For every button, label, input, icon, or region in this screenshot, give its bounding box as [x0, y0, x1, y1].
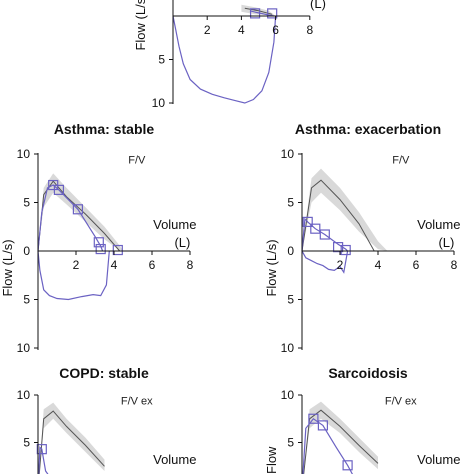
y-tick-label: 5 [287, 196, 294, 210]
y-axis-label: Flow [264, 446, 279, 474]
measured-point [112, 244, 123, 256]
y-tick-label: 5 [287, 293, 294, 307]
y-tick-label: 10 [17, 147, 31, 161]
x-tick-label: 4 [238, 23, 245, 37]
x-axis-label: Volume [153, 217, 196, 232]
predicted-line [301, 179, 375, 252]
measured-point [308, 413, 319, 424]
curve-tag: F/V [128, 155, 146, 167]
chart-panel-0: 2 4 6 8 5 10 Flow (L/s) (L) [133, 0, 326, 110]
measured-point [317, 420, 328, 431]
x-tick-label: 6 [149, 258, 156, 272]
x-tick-label: 4 [375, 258, 382, 272]
measured-point [36, 444, 47, 455]
measured-point [342, 460, 353, 471]
measured-point [340, 244, 351, 256]
x-tick-label: 8 [451, 258, 458, 272]
x-tick-label: 6 [413, 258, 420, 272]
inspiratory-curve [172, 15, 277, 104]
measured-point [319, 229, 330, 240]
predicted-band [303, 401, 378, 474]
chart-panel-1: Asthma: stable 2 4 6 8 10 5 0 5 10 Flow (L/s) Volum… [0, 121, 196, 355]
expiratory-curve [249, 10, 275, 17]
x-tick-label: 8 [187, 258, 194, 272]
measured-point [72, 204, 84, 215]
y-tick-label: 10 [281, 388, 295, 402]
x-axis-unit: (L) [310, 0, 326, 11]
predicted-band [39, 402, 105, 474]
y-tick-label: 0 [287, 244, 294, 258]
y-tick-label: 5 [287, 436, 294, 450]
inspiratory-curve [301, 250, 349, 274]
curve-tag: F/V [392, 155, 410, 167]
panel-title: COPD: stable [59, 365, 149, 381]
measured-point [310, 223, 321, 234]
inspiratory-curve [37, 250, 110, 301]
x-tick-label: 4 [111, 258, 118, 272]
chart-panel-2: Asthma: exacerbation 2 4 6 8 10 5 0 5 10 Flow (L/s… [264, 121, 460, 355]
y-tick-label: 5 [23, 436, 30, 450]
panel-title: Asthma: exacerbation [295, 121, 441, 137]
measured-point [93, 237, 104, 248]
x-tick-label: 2 [204, 23, 211, 37]
y-axis-label: Flow (L/s) [0, 239, 15, 296]
panel-title: Asthma: stable [54, 121, 155, 137]
y-tick-label: 10 [17, 341, 31, 355]
predicted-line [37, 180, 121, 252]
measured-point [333, 242, 344, 253]
measured-point [267, 8, 278, 19]
expiratory-curve [302, 417, 354, 474]
y-tick-label: 5 [23, 293, 30, 307]
y-tick-label: 5 [158, 53, 165, 67]
y-tick-label: 10 [281, 147, 295, 161]
curve-tag: F/V ex [121, 396, 153, 408]
chart-panel-4: Sarcoidosis 10 5 Flow Volume F/V ex [264, 365, 460, 474]
y-axis-label: Flow (L/s) [133, 0, 148, 51]
predicted-line [303, 409, 379, 474]
measured-point [302, 216, 313, 227]
x-tick-label: 8 [306, 23, 313, 37]
x-tick-label: 2 [73, 258, 80, 272]
x-axis-label: Volume [417, 217, 460, 232]
measured-point [95, 243, 106, 255]
x-axis-unit: (L) [174, 235, 190, 250]
x-axis-label: Volume [417, 452, 460, 467]
y-tick-label: 10 [281, 341, 295, 355]
y-tick-label: 5 [23, 196, 30, 210]
y-tick-label: 10 [17, 388, 31, 402]
x-tick-label: 6 [272, 23, 279, 37]
measured-point [249, 8, 261, 19]
panel-title: Sarcoidosis [328, 365, 408, 381]
y-axis-label: Flow (L/s) [264, 239, 279, 296]
expiratory-curve [37, 184, 104, 252]
x-axis-label: Volume [153, 452, 196, 467]
predicted-band [302, 168, 388, 251]
y-tick-label: 0 [23, 244, 30, 258]
x-tick-label: 2 [337, 258, 344, 272]
y-tick-label: 10 [152, 96, 166, 110]
measured-point [53, 184, 65, 195]
predicted-line [38, 410, 105, 474]
x-axis-unit: (L) [438, 235, 454, 250]
expiratory-curve [38, 445, 49, 474]
curve-tag: F/V ex [385, 396, 417, 408]
